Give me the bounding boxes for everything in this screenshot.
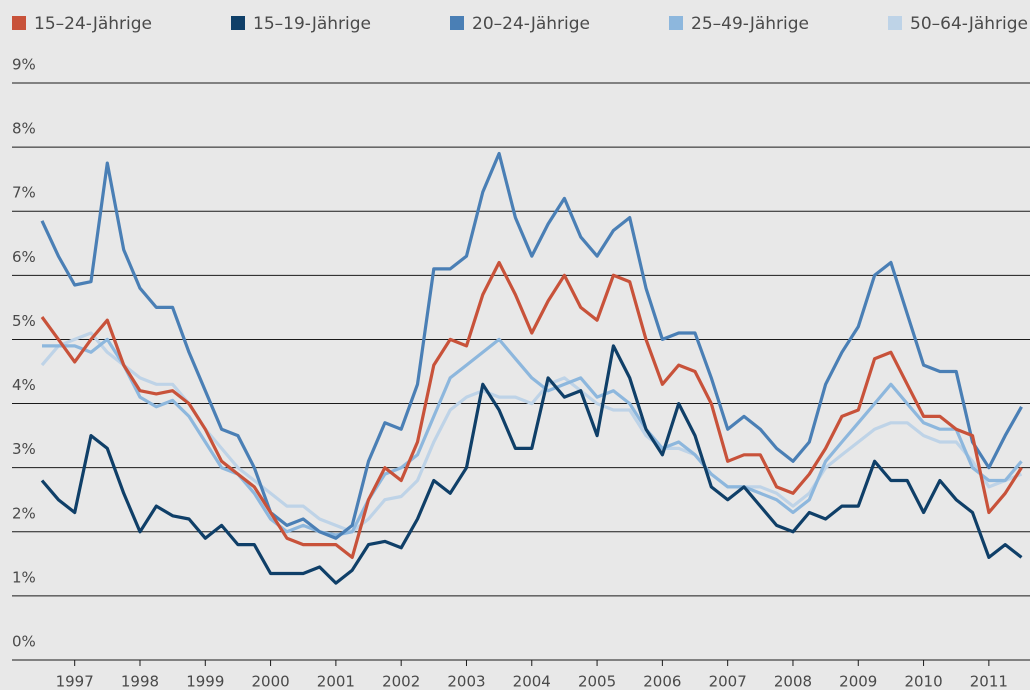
legend-label: 15–19-Jährige (253, 14, 371, 34)
legend-label: 20–24-Jährige (472, 14, 590, 34)
y-tick-label: 3% (12, 440, 36, 458)
x-tick-label: 1997 (56, 673, 94, 690)
legend-label: 15–24-Jährige (34, 14, 152, 34)
y-tick-label: 0% (12, 633, 36, 651)
x-tick-label: 2011 (970, 673, 1008, 690)
x-tick-label: 2006 (643, 673, 681, 690)
x-tick-label: 2000 (251, 673, 289, 690)
legend-swatch (450, 16, 464, 30)
y-tick-label: 4% (12, 376, 36, 394)
y-tick-label: 5% (12, 312, 36, 330)
x-tick-label: 2002 (382, 673, 420, 690)
x-tick-label: 2009 (839, 673, 877, 690)
series-line (40, 260, 1023, 559)
x-tick-label: 1999 (186, 673, 224, 690)
series-line (42, 337, 1023, 537)
legend-swatch (888, 16, 902, 30)
x-tick-label: 2001 (317, 673, 355, 690)
x-tick-label: 2010 (904, 673, 942, 690)
y-tick-label: 9% (12, 56, 36, 74)
series-line (40, 344, 1023, 585)
legend-swatch (12, 16, 26, 30)
x-tick-label: 1998 (121, 673, 159, 690)
y-tick-label: 7% (12, 184, 36, 202)
y-tick-label: 8% (12, 120, 36, 138)
x-tick-label: 2008 (774, 673, 812, 690)
legend-label: 50–64-Jährige (910, 14, 1028, 34)
x-tick-label: 2004 (513, 673, 551, 690)
legend-label: 25–49-Jährige (691, 14, 809, 34)
x-tick-label: 2005 (578, 673, 616, 690)
x-tick-label: 2007 (709, 673, 747, 690)
legend-swatch (231, 16, 245, 30)
legend-swatch (669, 16, 683, 30)
y-tick-label: 1% (12, 568, 36, 586)
x-tick-label: 2003 (447, 673, 485, 690)
series-line (40, 151, 1023, 540)
y-tick-label: 2% (12, 504, 36, 522)
y-tick-label: 6% (12, 248, 36, 266)
